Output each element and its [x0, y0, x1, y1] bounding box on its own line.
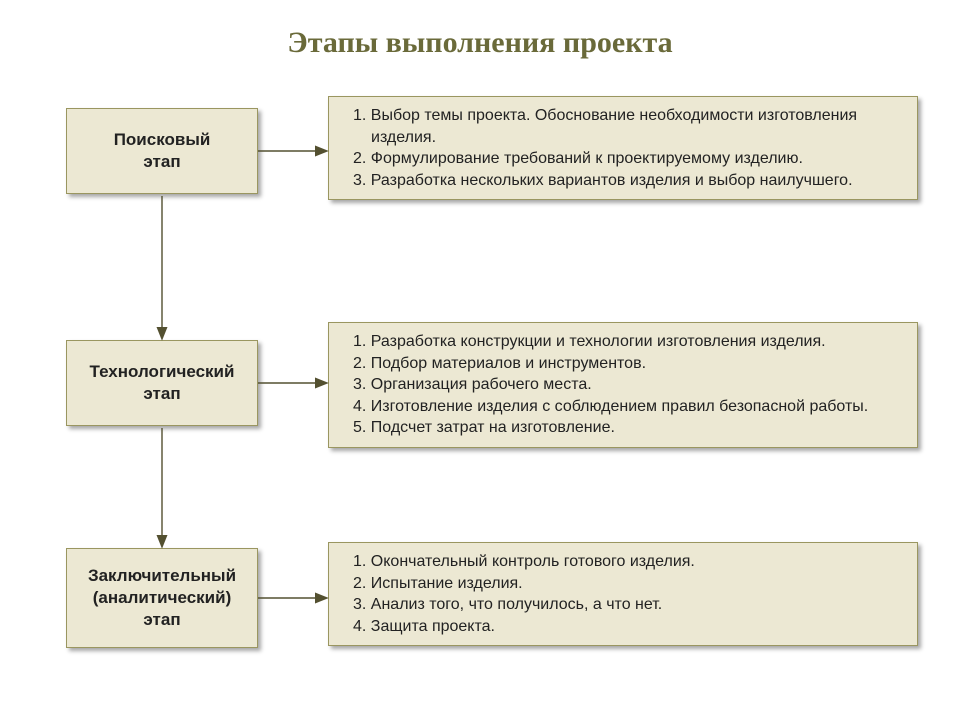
desc-item: 4. Изготовление изделия с соблюдением пр… — [343, 396, 907, 418]
desc-item: 2. Испытание изделия. — [343, 573, 907, 595]
desc-item: 4. Защита проекта. — [343, 616, 907, 638]
stage-label-line: (аналитический) — [88, 587, 236, 609]
stage-box-final: Заключительный (аналитический) этап — [66, 548, 258, 648]
stage-label-line: этап — [88, 609, 236, 631]
desc-item: 3. Разработка нескольких вариантов издел… — [343, 170, 907, 192]
stage-desc-final: 1. Окончательный контроль готового издел… — [328, 542, 918, 646]
stage-desc-tech: 1. Разработка конструкции и технологии и… — [328, 322, 918, 448]
stage-label-line: этап — [90, 383, 235, 405]
desc-item: 1. Выбор темы проекта. Обоснование необх… — [343, 105, 907, 148]
desc-item: 2. Подбор материалов и инструментов. — [343, 353, 907, 375]
desc-item: 3. Анализ того, что получилось, а что не… — [343, 594, 907, 616]
stage-label-line: Технологический — [90, 361, 235, 383]
desc-item: 3. Организация рабочего места. — [343, 374, 907, 396]
page-title: Этапы выполнения проекта — [0, 26, 960, 60]
desc-item: 2. Формулирование требований к проектиру… — [343, 148, 907, 170]
desc-item: 1. Разработка конструкции и технологии и… — [343, 331, 907, 353]
desc-item: 1. Окончательный контроль готового издел… — [343, 551, 907, 573]
stage-box-search: Поисковый этап — [66, 108, 258, 194]
desc-item: 5. Подсчет затрат на изготовление. — [343, 417, 907, 439]
stage-label-line: этап — [114, 151, 211, 173]
stage-label-line: Поисковый — [114, 129, 211, 151]
stage-label-line: Заключительный — [88, 565, 236, 587]
stage-box-tech: Технологический этап — [66, 340, 258, 426]
stage-desc-search: 1. Выбор темы проекта. Обоснование необх… — [328, 96, 918, 200]
